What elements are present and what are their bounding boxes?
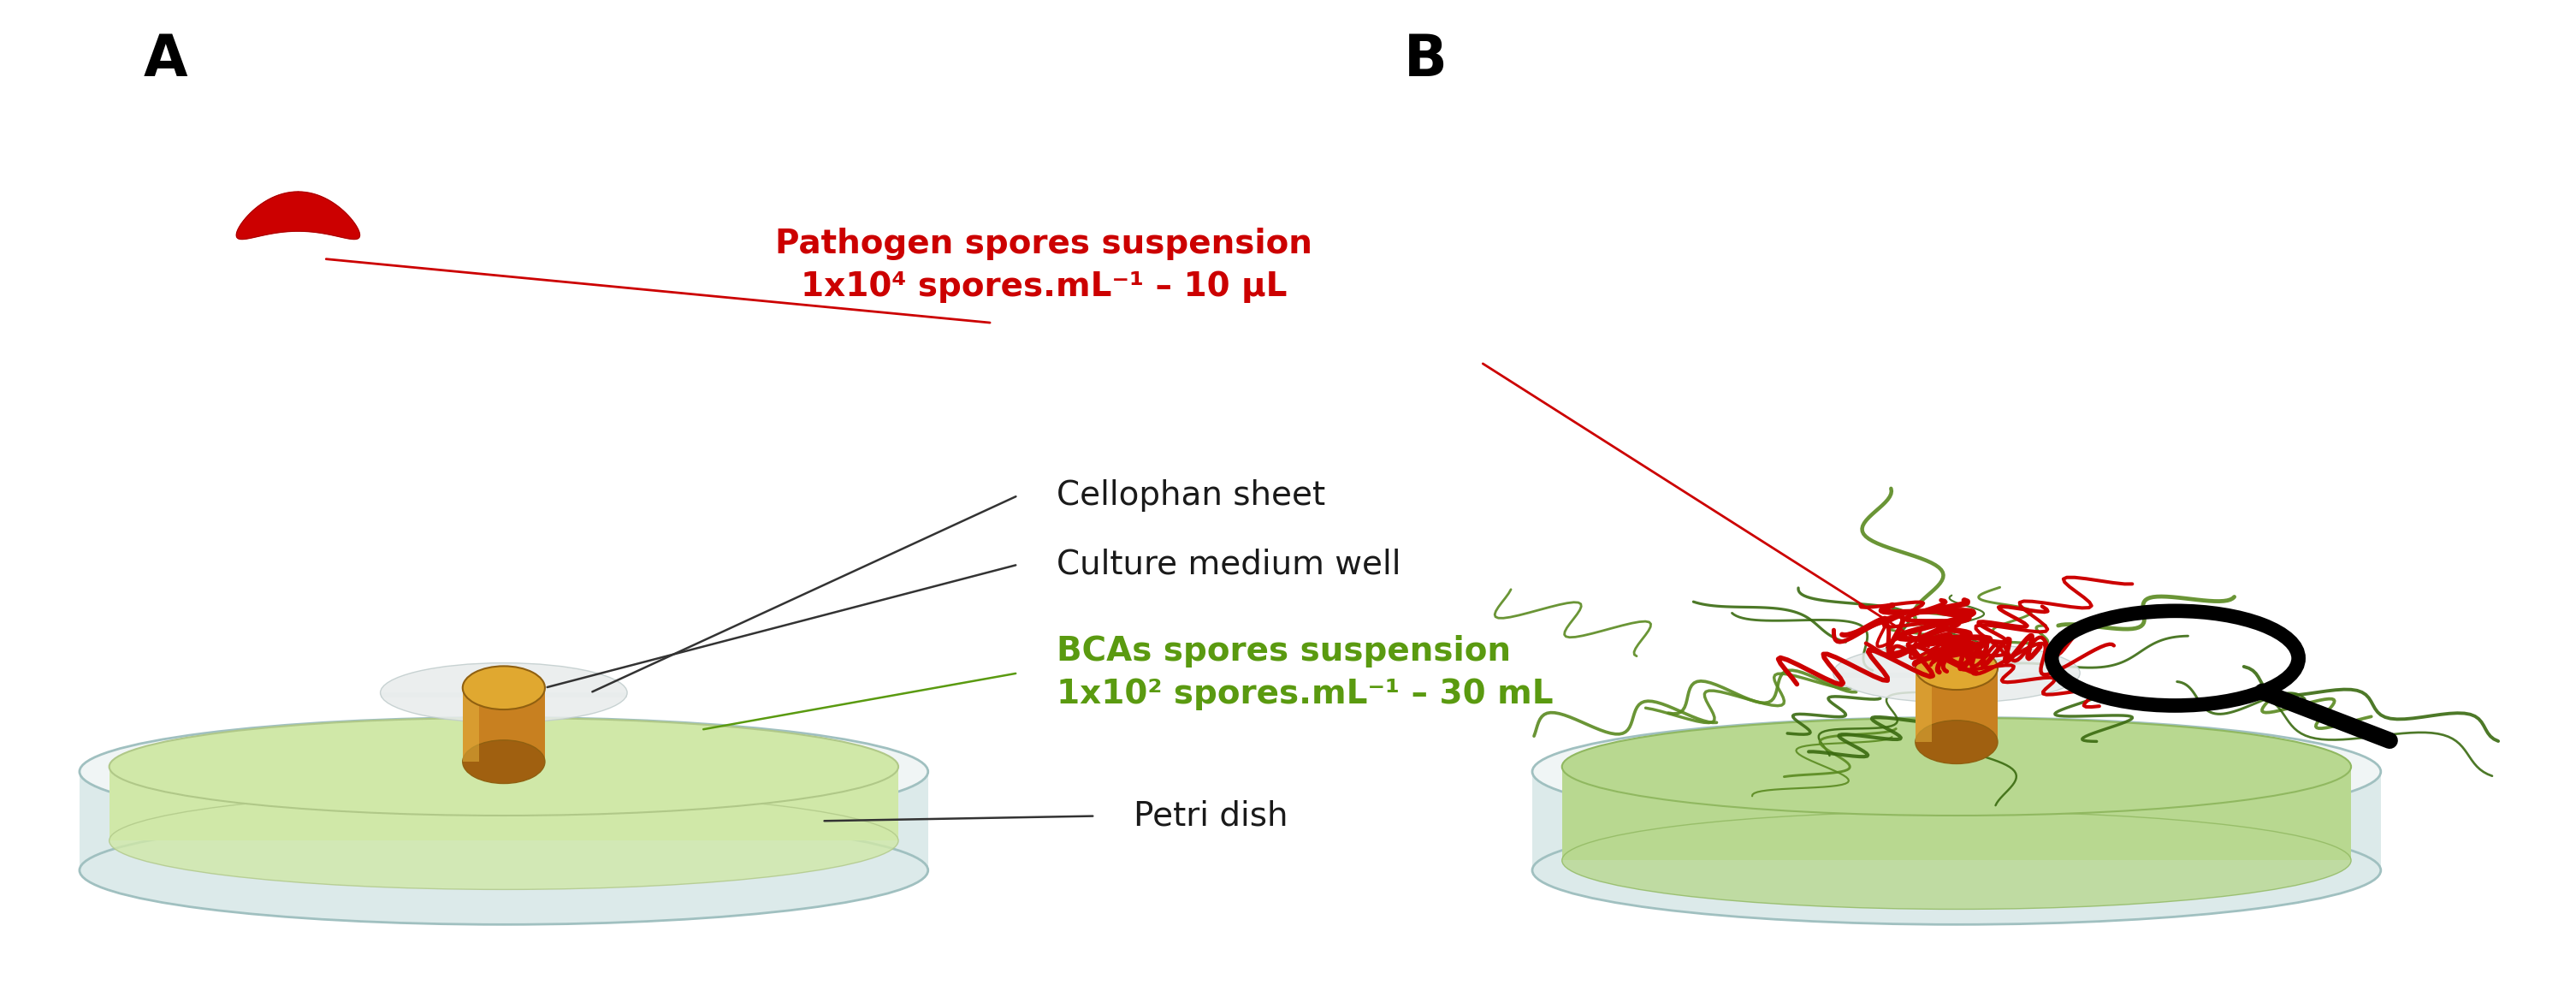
Ellipse shape: [464, 666, 546, 710]
Text: A: A: [144, 32, 188, 88]
Polygon shape: [1834, 673, 2079, 678]
Ellipse shape: [1834, 643, 2079, 703]
Ellipse shape: [1561, 717, 2352, 816]
Text: Cellophan sheet: Cellophan sheet: [1056, 480, 1324, 511]
Ellipse shape: [1533, 717, 2380, 826]
Text: Pathogen spores suspension
1x10⁴ spores.mL⁻¹ – 10 μL: Pathogen spores suspension 1x10⁴ spores.…: [775, 228, 1311, 303]
Text: Petri dish: Petri dish: [1133, 800, 1288, 832]
Text: BCAs spores suspension
1x10² spores.mL⁻¹ – 30 mL: BCAs spores suspension 1x10² spores.mL⁻¹…: [1056, 635, 1553, 711]
Text: B: B: [1404, 32, 1448, 88]
Polygon shape: [108, 767, 899, 840]
Ellipse shape: [1561, 812, 2352, 909]
Ellipse shape: [381, 663, 626, 722]
Polygon shape: [1533, 772, 2380, 870]
Ellipse shape: [80, 816, 927, 925]
Text: Culture medium well: Culture medium well: [1056, 548, 1401, 581]
Polygon shape: [1917, 668, 1932, 742]
Polygon shape: [1561, 767, 2352, 860]
Polygon shape: [464, 688, 479, 762]
Polygon shape: [237, 191, 361, 239]
Ellipse shape: [1917, 720, 1996, 764]
Ellipse shape: [108, 792, 899, 890]
Ellipse shape: [108, 717, 899, 816]
Polygon shape: [464, 688, 546, 762]
Ellipse shape: [80, 717, 927, 826]
Ellipse shape: [1533, 816, 2380, 925]
Ellipse shape: [464, 740, 546, 784]
Polygon shape: [80, 772, 927, 870]
Ellipse shape: [1917, 646, 1996, 690]
Polygon shape: [1917, 668, 1996, 742]
Polygon shape: [381, 693, 626, 698]
